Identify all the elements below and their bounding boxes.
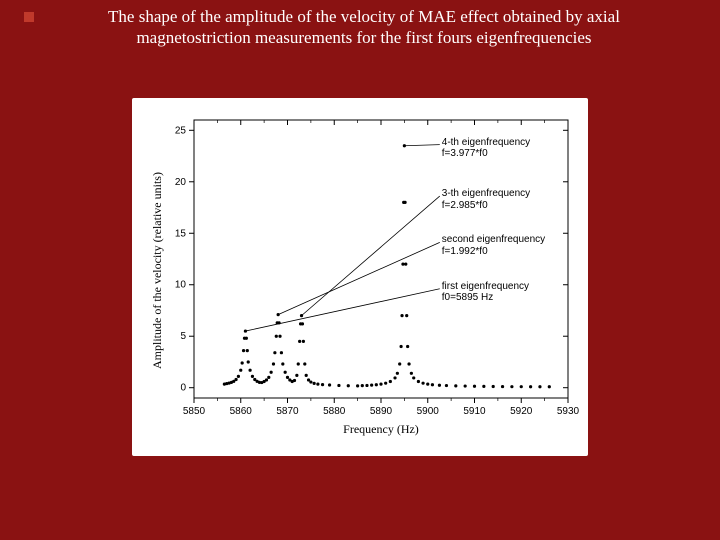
- svg-text:5910: 5910: [463, 406, 486, 417]
- slide-title: The shape of the amplitude of the veloci…: [54, 6, 674, 49]
- svg-text:5: 5: [180, 331, 186, 342]
- chart-annotation: 3-th eigenfrequency f=2.985*f0: [442, 188, 530, 211]
- chart-annotation: 4-th eigenfrequency f=3.977*f0: [442, 137, 530, 160]
- chart-annotation: second eigenfrequency f=1.992*f0: [442, 234, 545, 257]
- svg-text:10: 10: [175, 280, 187, 291]
- svg-text:25: 25: [175, 125, 187, 136]
- svg-text:5880: 5880: [323, 406, 346, 417]
- bullet-icon: [24, 12, 34, 22]
- svg-text:5860: 5860: [230, 406, 253, 417]
- chart-annotation: first eigenfrequency f0=5895 Hz: [442, 281, 529, 304]
- x-axis-label: Frequency (Hz): [194, 422, 568, 437]
- y-axis-label: Amplitude of the velocity (relative unit…: [150, 172, 165, 369]
- svg-text:5900: 5900: [417, 406, 440, 417]
- svg-text:5850: 5850: [183, 406, 206, 417]
- slide-root: The shape of the amplitude of the veloci…: [0, 0, 720, 540]
- svg-text:5890: 5890: [370, 406, 393, 417]
- svg-text:5870: 5870: [276, 406, 299, 417]
- svg-text:5930: 5930: [557, 406, 580, 417]
- chart-panel: 5850 5860 5870 5880 5890 5900 5910 5920 5930 0 5 10…: [132, 98, 588, 456]
- svg-text:15: 15: [175, 228, 187, 239]
- svg-text:20: 20: [175, 177, 187, 188]
- svg-text:5920: 5920: [510, 406, 533, 417]
- svg-text:0: 0: [180, 383, 186, 394]
